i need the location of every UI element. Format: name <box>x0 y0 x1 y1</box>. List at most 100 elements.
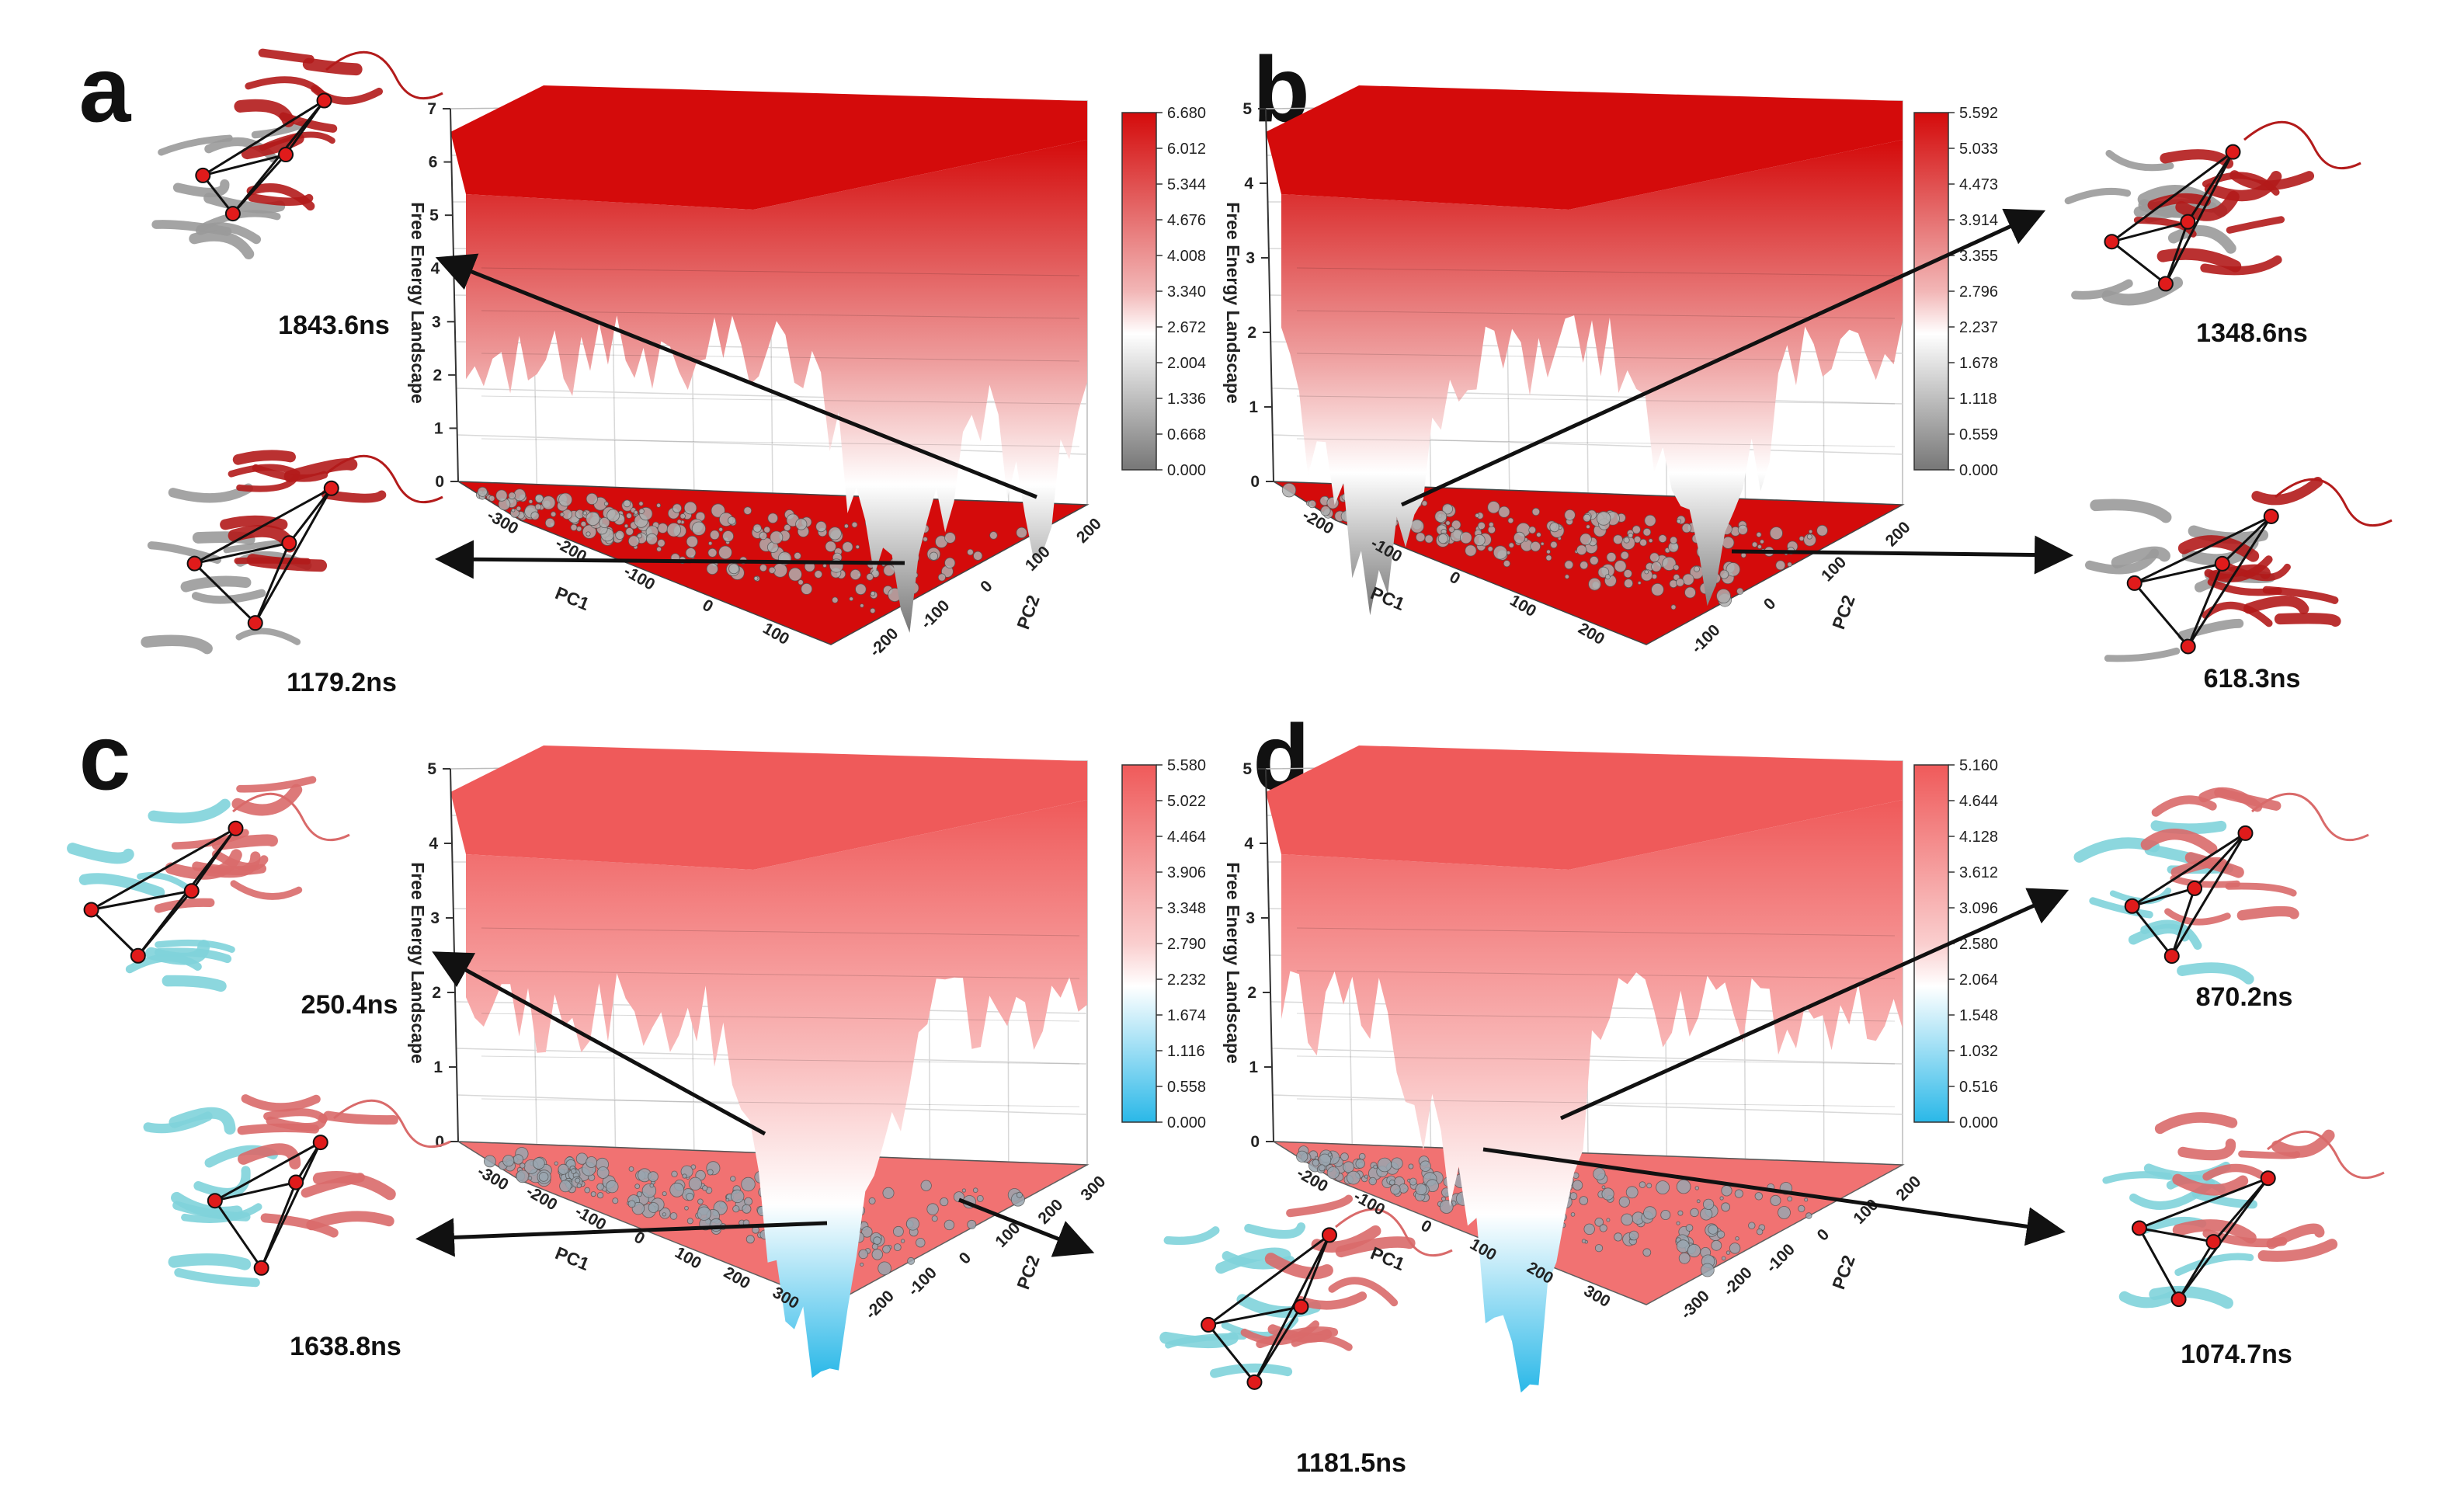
centroid-node <box>2157 276 2174 292</box>
centroid-node <box>2205 1234 2222 1250</box>
colorbar-tick-label: 0.668 <box>1167 426 1206 443</box>
centroid-node <box>1201 1316 1217 1333</box>
colorbar-tick-label: 4.008 <box>1167 248 1206 265</box>
snapshot-time-label: 250.4ns <box>301 990 398 1020</box>
y-axis-title: PC2 <box>1828 593 1859 632</box>
centroid-node <box>2163 948 2180 964</box>
centroid-network <box>214 1141 322 1269</box>
colorbar-tick-label: 0.559 <box>1959 426 1998 443</box>
centroid-network <box>1207 1234 1331 1383</box>
colorbar-tick-label: 0.558 <box>1167 1079 1206 1096</box>
colorbar-tick-label: 3.348 <box>1167 900 1206 917</box>
colorbar-tick-label: 4.676 <box>1167 212 1206 229</box>
z-tick-label: 6 <box>429 154 438 172</box>
centroid-node <box>312 1135 328 1151</box>
z-tick-label: 2 <box>433 367 442 384</box>
colorbar-tick-label: 4.644 <box>1959 793 1998 810</box>
x-axis-title: PC1 <box>552 582 592 614</box>
protein-snapshot: 1348.6ns <box>2064 120 2361 348</box>
centroid-node <box>2214 555 2230 572</box>
protein-snapshot: 1843.6ns <box>151 48 443 340</box>
snapshot-arrow <box>1482 1147 2066 1246</box>
z-tick-label: 3 <box>1246 909 1255 927</box>
z-tick-label: 2 <box>1247 324 1256 342</box>
x-tick-label: 0 <box>699 596 716 616</box>
colorbar-tick-label: 1.548 <box>1959 1007 1998 1024</box>
y-tick-label: -300 <box>1677 1287 1713 1322</box>
colorbar-tick-label: 1.674 <box>1167 1007 1206 1024</box>
snapshot-time-label: 1638.8ns <box>290 1332 401 1361</box>
z-tick-label: 7 <box>427 100 436 118</box>
colorbar-tick-label: 5.592 <box>1959 105 1998 122</box>
centroid-node <box>2180 638 2196 655</box>
protein-snapshot: 250.4ns <box>67 776 398 1020</box>
colorbar-tick-label: 3.340 <box>1167 283 1206 301</box>
z-tick-label: 1 <box>434 419 443 437</box>
centroid-node <box>2237 825 2254 841</box>
protein-snapshot: 1638.8ns <box>143 1094 451 1361</box>
centroid-node <box>2170 1291 2187 1308</box>
protein-snapshot: 618.3ns <box>2085 476 2393 693</box>
z-tick-label: 5 <box>1242 760 1252 778</box>
centroid-node <box>83 902 99 918</box>
colorbar-tick-label: 5.022 <box>1167 793 1206 810</box>
snapshot-time-label: 1179.2ns <box>287 668 397 697</box>
z-tick-label: 4 <box>1244 175 1253 193</box>
colorbar-tick-label: 2.672 <box>1167 319 1206 336</box>
centroid-node <box>1321 1227 1337 1243</box>
centroid-node <box>2104 234 2120 250</box>
y-tick-label: 300 <box>1077 1173 1109 1204</box>
snapshot-arrow <box>432 951 766 1136</box>
y-tick-label: 0 <box>1760 595 1780 614</box>
z-tick-label: 0 <box>435 473 444 491</box>
z-axis-title: Free Energy Landscape <box>408 202 428 404</box>
energy-surface <box>1281 800 1903 1393</box>
y-tick-label: -200 <box>862 1287 898 1322</box>
centroid-node <box>195 167 211 183</box>
snapshot-arrow <box>958 1197 1095 1257</box>
colorbar-tick-label: 2.796 <box>1959 283 1998 301</box>
colorbar-tick-label: 1.336 <box>1167 391 1206 408</box>
centroid-network <box>2138 1177 2269 1301</box>
centroid-node <box>2263 508 2279 524</box>
y-tick-label: -100 <box>905 1263 940 1299</box>
z-tick-label: 3 <box>430 909 440 927</box>
snapshot-arrow <box>435 253 1037 499</box>
colorbar-tick-label: 5.033 <box>1959 141 1998 158</box>
centroid-node <box>183 883 200 899</box>
colorbar-tick-label: 2.064 <box>1959 971 1998 989</box>
z-tick-label: 5 <box>429 207 439 224</box>
centroid-network <box>193 487 333 624</box>
y-tick-label: 100 <box>1022 543 1054 575</box>
centroid-node <box>1246 1374 1263 1390</box>
surface-contours <box>1296 267 1896 447</box>
z-tick-label: 4 <box>431 260 440 278</box>
y-tick-label: 200 <box>1034 1196 1066 1228</box>
colorbar-tick-label: 0.000 <box>1959 1114 1998 1131</box>
centroid-node <box>2124 898 2140 914</box>
snapshot-time-label: 618.3ns <box>2204 664 2301 693</box>
z-tick-label: 0 <box>1250 1133 1260 1151</box>
centroid-node <box>2225 144 2241 160</box>
z-axis: 0 1 2 3 4 5 Free Energy Landscape <box>408 760 459 1151</box>
z-tick-label: 0 <box>1250 473 1260 491</box>
centroid-node <box>130 947 146 964</box>
colorbar-tick-label: 2.580 <box>1959 936 1998 953</box>
x-axis-title: PC1 <box>552 1243 592 1274</box>
z-tick-label: 3 <box>1246 249 1255 267</box>
centroid-node <box>2131 1220 2147 1236</box>
y-tick-label: 100 <box>1818 553 1850 585</box>
snapshot-arrow <box>415 1218 828 1257</box>
snapshot-arrow <box>435 540 905 579</box>
surface-top <box>1266 746 1903 870</box>
surface-top <box>450 746 1087 870</box>
z-tick-label: 1 <box>433 1058 443 1076</box>
colorbar-tick-label: 5.580 <box>1167 757 1206 774</box>
colorbar-tick-label: 3.914 <box>1959 212 1998 229</box>
z-tick-label: 4 <box>429 835 438 853</box>
centroid-node <box>278 147 294 163</box>
